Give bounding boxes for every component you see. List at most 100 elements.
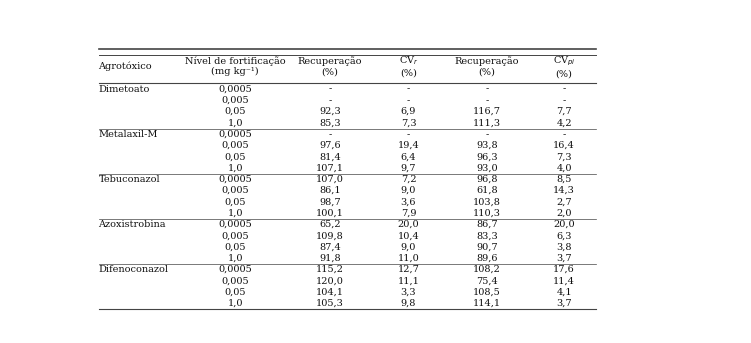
Text: CV$_r$
(%): CV$_r$ (%) — [399, 55, 418, 78]
Text: -: - — [328, 130, 331, 139]
Text: 14,3: 14,3 — [553, 186, 575, 195]
Text: -: - — [328, 85, 331, 94]
Text: 65,2: 65,2 — [319, 220, 341, 229]
Text: Recuperação
(%): Recuperação (%) — [455, 56, 519, 76]
Text: 9,8: 9,8 — [401, 299, 416, 308]
Text: 100,1: 100,1 — [316, 209, 344, 218]
Text: 12,7: 12,7 — [397, 265, 419, 274]
Text: 0,0005: 0,0005 — [219, 175, 252, 184]
Text: -: - — [485, 85, 489, 94]
Text: -: - — [407, 130, 410, 139]
Text: Dimetoato: Dimetoato — [98, 85, 150, 94]
Text: 0,05: 0,05 — [225, 152, 246, 161]
Text: 93,0: 93,0 — [476, 164, 498, 173]
Text: 120,0: 120,0 — [316, 276, 344, 285]
Text: 91,8: 91,8 — [319, 254, 341, 263]
Text: Metalaxil-M: Metalaxil-M — [98, 130, 158, 139]
Text: 6,4: 6,4 — [401, 152, 416, 161]
Text: 20,0: 20,0 — [553, 220, 575, 229]
Text: -: - — [407, 96, 410, 105]
Text: -: - — [562, 85, 566, 94]
Text: 11,4: 11,4 — [553, 276, 575, 285]
Text: 2,0: 2,0 — [556, 209, 572, 218]
Text: CV$_{pi}$
(%): CV$_{pi}$ (%) — [553, 54, 575, 78]
Text: 11,0: 11,0 — [397, 254, 419, 263]
Text: 1,0: 1,0 — [228, 254, 243, 263]
Text: 107,1: 107,1 — [316, 164, 344, 173]
Text: 7,9: 7,9 — [401, 209, 416, 218]
Text: 0,0005: 0,0005 — [219, 265, 252, 274]
Text: 75,4: 75,4 — [476, 276, 498, 285]
Text: 4,0: 4,0 — [556, 164, 572, 173]
Text: Nível de fortificação
(mg kg⁻¹): Nível de fortificação (mg kg⁻¹) — [185, 56, 285, 76]
Text: 0,0005: 0,0005 — [219, 220, 252, 229]
Text: -: - — [328, 96, 331, 105]
Text: 0,05: 0,05 — [225, 107, 246, 116]
Text: 86,1: 86,1 — [319, 186, 341, 195]
Text: Azoxistrobina: Azoxistrobina — [98, 220, 166, 229]
Text: 0,005: 0,005 — [222, 231, 249, 240]
Text: 1,0: 1,0 — [228, 164, 243, 173]
Text: 7,2: 7,2 — [400, 175, 416, 184]
Text: 3,7: 3,7 — [556, 254, 572, 263]
Text: 92,3: 92,3 — [319, 107, 341, 116]
Text: 0,05: 0,05 — [225, 288, 246, 297]
Text: 0,005: 0,005 — [222, 186, 249, 195]
Text: 98,7: 98,7 — [319, 198, 341, 206]
Text: Agrotóxico: Agrotóxico — [98, 61, 152, 71]
Text: 1,0: 1,0 — [228, 118, 243, 127]
Text: 1,0: 1,0 — [228, 209, 243, 218]
Text: 110,3: 110,3 — [473, 209, 501, 218]
Text: 11,1: 11,1 — [397, 276, 419, 285]
Text: 96,3: 96,3 — [476, 152, 498, 161]
Text: 103,8: 103,8 — [473, 198, 501, 206]
Text: 4,2: 4,2 — [556, 118, 572, 127]
Text: 20,0: 20,0 — [397, 220, 419, 229]
Text: 0,05: 0,05 — [225, 243, 246, 251]
Text: 87,4: 87,4 — [319, 243, 341, 251]
Text: 3,7: 3,7 — [556, 299, 572, 308]
Text: 97,6: 97,6 — [319, 141, 341, 150]
Text: 104,1: 104,1 — [316, 288, 344, 297]
Text: 93,8: 93,8 — [476, 141, 498, 150]
Text: 107,0: 107,0 — [316, 175, 344, 184]
Text: Tebuconazol: Tebuconazol — [98, 175, 160, 184]
Text: -: - — [485, 96, 489, 105]
Text: 90,7: 90,7 — [476, 243, 498, 251]
Text: 85,3: 85,3 — [319, 118, 341, 127]
Text: 108,2: 108,2 — [473, 265, 501, 274]
Text: 96,8: 96,8 — [476, 175, 498, 184]
Text: 3,8: 3,8 — [556, 243, 572, 251]
Text: 9,7: 9,7 — [401, 164, 416, 173]
Text: 4,1: 4,1 — [556, 288, 572, 297]
Text: 19,4: 19,4 — [397, 141, 419, 150]
Text: 6,9: 6,9 — [401, 107, 416, 116]
Text: 16,4: 16,4 — [553, 141, 575, 150]
Text: 17,6: 17,6 — [553, 265, 575, 274]
Text: 0,05: 0,05 — [225, 198, 246, 206]
Text: 89,6: 89,6 — [476, 254, 498, 263]
Text: 81,4: 81,4 — [319, 152, 341, 161]
Text: -: - — [562, 130, 566, 139]
Text: 86,7: 86,7 — [476, 220, 498, 229]
Text: 6,3: 6,3 — [556, 231, 572, 240]
Text: 0,005: 0,005 — [222, 96, 249, 105]
Text: 7,7: 7,7 — [556, 107, 572, 116]
Text: 83,3: 83,3 — [476, 231, 498, 240]
Text: 115,2: 115,2 — [316, 265, 344, 274]
Text: 8,5: 8,5 — [556, 175, 572, 184]
Text: 0,0005: 0,0005 — [219, 85, 252, 94]
Text: 9,0: 9,0 — [401, 186, 416, 195]
Text: Recuperação
(%): Recuperação (%) — [297, 56, 362, 76]
Text: 9,0: 9,0 — [401, 243, 416, 251]
Text: 61,8: 61,8 — [476, 186, 498, 195]
Text: 3,3: 3,3 — [400, 288, 416, 297]
Text: 108,5: 108,5 — [473, 288, 501, 297]
Text: 0,0005: 0,0005 — [219, 130, 252, 139]
Text: 105,3: 105,3 — [316, 299, 344, 308]
Text: -: - — [562, 96, 566, 105]
Text: 109,8: 109,8 — [316, 231, 344, 240]
Text: 114,1: 114,1 — [473, 299, 501, 308]
Text: 0,005: 0,005 — [222, 276, 249, 285]
Text: 2,7: 2,7 — [556, 198, 572, 206]
